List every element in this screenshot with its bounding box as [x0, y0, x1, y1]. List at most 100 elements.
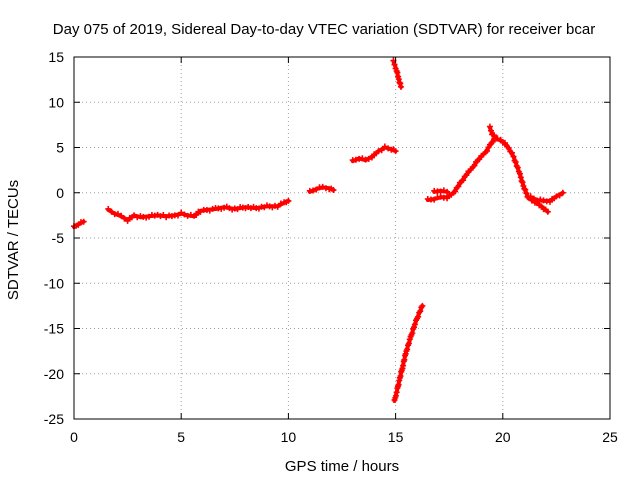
data-point-marker — [440, 187, 447, 194]
data-point-marker — [274, 203, 281, 210]
data-point-marker — [134, 214, 141, 221]
y-tick-label: 0 — [56, 185, 64, 201]
data-point-marker — [537, 196, 544, 203]
data-point-marker — [375, 148, 382, 155]
data-point-marker — [310, 187, 317, 194]
data-point-marker — [359, 155, 366, 162]
data-point-marker — [409, 330, 416, 337]
y-tick-label: 15 — [48, 49, 64, 65]
x-tick-label: 25 — [602, 429, 618, 445]
data-point-marker — [544, 208, 551, 215]
data-point-marker — [559, 189, 566, 196]
data-point-marker — [431, 196, 438, 203]
series-3 — [349, 143, 399, 164]
data-point-marker — [455, 183, 462, 190]
data-point-marker — [437, 188, 444, 195]
series-4 — [390, 57, 404, 90]
data-point-marker — [168, 213, 175, 220]
data-point-marker — [178, 209, 185, 216]
y-tick-label: -10 — [44, 275, 64, 291]
data-point-marker — [530, 195, 537, 202]
data-point-marker — [546, 198, 553, 205]
data-point-marker — [319, 183, 326, 190]
data-point-marker — [471, 162, 478, 169]
data-point-marker — [444, 188, 451, 195]
data-point-marker — [124, 217, 131, 224]
series-7 — [431, 187, 451, 195]
data-point-marker — [556, 192, 563, 199]
y-tick-label: -5 — [52, 230, 65, 246]
series-9 — [527, 189, 566, 205]
data-point-marker — [493, 135, 500, 142]
data-point-marker — [118, 212, 125, 219]
data-point-marker — [486, 123, 493, 130]
data-point-marker — [510, 153, 517, 160]
x-tick-label: 15 — [388, 429, 404, 445]
data-point-marker — [197, 208, 204, 215]
data-point-marker — [484, 147, 491, 154]
data-point-marker — [184, 212, 191, 219]
data-point-marker — [417, 308, 424, 315]
data-point-marker — [330, 187, 337, 194]
data-point-marker — [519, 179, 526, 186]
data-point-marker — [378, 147, 385, 154]
data-point-marker — [522, 186, 529, 193]
x-axis-title: GPS time / hours — [285, 458, 399, 475]
data-point-marker — [505, 144, 512, 151]
data-point-marker — [143, 214, 150, 221]
data-point-marker — [151, 212, 158, 219]
data-point-marker — [352, 156, 359, 163]
data-point-marker — [313, 186, 320, 193]
data-point-marker — [174, 212, 181, 219]
data-point-marker — [397, 83, 404, 90]
data-point-marker — [381, 143, 388, 150]
data-point-marker — [411, 321, 418, 328]
y-tick-label: -15 — [44, 321, 64, 337]
data-point-marker — [362, 156, 369, 163]
data-point-marker — [553, 193, 560, 200]
data-point-marker — [322, 185, 329, 192]
x-tick-label: 0 — [70, 429, 78, 445]
y-tick-label: -25 — [44, 411, 64, 427]
data-point-marker — [193, 211, 200, 218]
data-point-marker — [105, 205, 112, 212]
data-point-marker — [419, 302, 426, 309]
data-point-marker — [285, 197, 292, 204]
data-point-marker — [392, 148, 399, 155]
data-point-marker — [131, 212, 138, 219]
data-point-marker — [514, 164, 521, 171]
x-tick-label: 10 — [281, 429, 297, 445]
x-tick-label: 20 — [495, 429, 511, 445]
data-point-marker — [527, 193, 534, 200]
data-point-marker — [121, 215, 128, 222]
chart-title: Day 075 of 2019, Sidereal Day-to-day VTE… — [53, 21, 595, 38]
data-point-marker — [444, 195, 451, 202]
data-point-marker — [463, 172, 470, 179]
y-tick-label: 5 — [56, 140, 64, 156]
series-0 — [71, 218, 87, 230]
data-point-marker — [108, 208, 115, 215]
data-point-marker — [209, 205, 216, 212]
data-point-marker — [181, 211, 188, 218]
data-point-marker — [437, 193, 444, 200]
axis-ticks: 0 5 10 15 20 25 -25 -20 -15 -10 -5 0 5 10 15 — [44, 49, 618, 445]
data-point-marker — [404, 346, 411, 353]
data-point-marker — [517, 174, 524, 181]
data-point-marker — [491, 132, 498, 139]
data-point-marker — [476, 156, 483, 163]
data-point-marker — [523, 190, 530, 197]
x-tick-label: 5 — [177, 429, 185, 445]
data-point-marker — [277, 200, 284, 207]
data-point-marker — [391, 61, 398, 68]
data-point-marker — [508, 149, 515, 156]
data-point-marker — [521, 185, 528, 192]
series-5 — [391, 302, 426, 403]
data-point-marker — [157, 213, 164, 220]
data-point-marker — [80, 218, 87, 225]
data-point-marker — [540, 197, 547, 204]
data-point-marker — [534, 197, 541, 204]
data-point-marker — [516, 170, 523, 177]
data-point-marker — [218, 205, 225, 212]
